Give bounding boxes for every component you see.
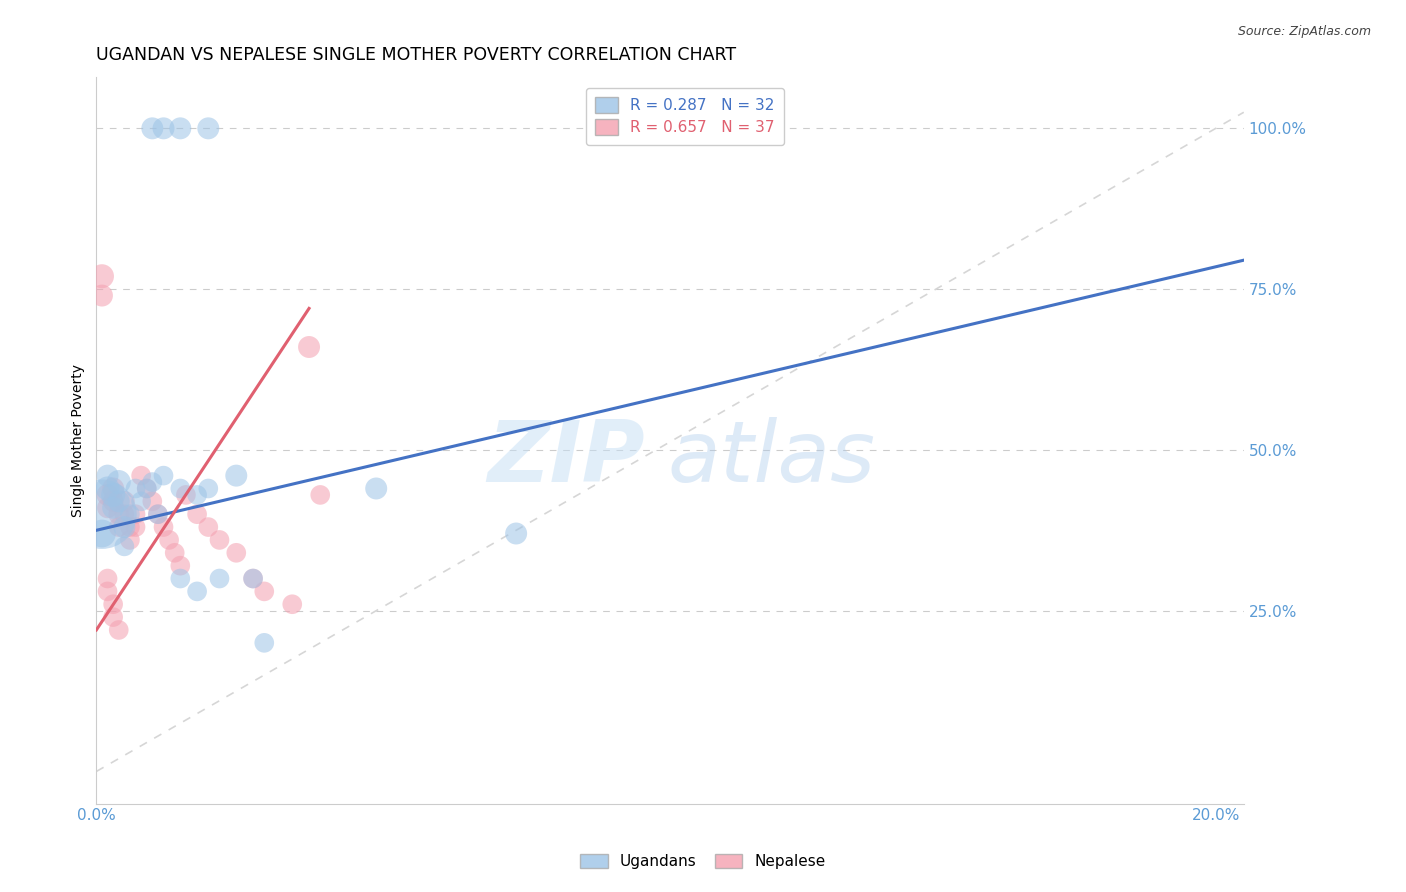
Point: [96, 500, 118, 515]
Point: [225, 546, 247, 560]
Point: [253, 636, 276, 650]
Point: [152, 520, 174, 534]
Point: [253, 584, 276, 599]
Point: [107, 520, 129, 534]
Point: [91, 526, 114, 541]
Point: [112, 507, 135, 521]
Point: [242, 572, 264, 586]
Point: [186, 507, 208, 521]
Point: [124, 482, 146, 496]
Point: [208, 572, 231, 586]
Point: [135, 482, 157, 496]
Point: [169, 558, 191, 573]
Point: [225, 468, 247, 483]
Point: [298, 340, 321, 354]
Point: [112, 520, 135, 534]
Point: [96, 482, 118, 496]
Point: [146, 507, 169, 521]
Point: [163, 546, 186, 560]
Point: [152, 468, 174, 483]
Point: [208, 533, 231, 547]
Point: [96, 584, 118, 599]
Point: [135, 482, 157, 496]
Point: [118, 520, 141, 534]
Point: [505, 526, 527, 541]
Point: [141, 494, 163, 508]
Point: [141, 475, 163, 489]
Point: [96, 468, 118, 483]
Point: [91, 269, 114, 284]
Point: [107, 494, 129, 508]
Text: atlas: atlas: [668, 417, 876, 500]
Point: [112, 540, 135, 554]
Point: [101, 494, 124, 508]
Point: [107, 475, 129, 489]
Point: [101, 597, 124, 611]
Point: [101, 488, 124, 502]
Point: [91, 288, 114, 302]
Point: [91, 507, 114, 521]
Point: [197, 482, 219, 496]
Legend: R = 0.287   N = 32, R = 0.657   N = 37: R = 0.287 N = 32, R = 0.657 N = 37: [586, 88, 785, 145]
Point: [366, 482, 388, 496]
Point: [118, 533, 141, 547]
Text: ZIP: ZIP: [488, 417, 645, 500]
Point: [129, 468, 152, 483]
Y-axis label: Single Mother Poverty: Single Mother Poverty: [72, 364, 86, 516]
Point: [124, 520, 146, 534]
Point: [141, 121, 163, 136]
Point: [309, 488, 332, 502]
Point: [186, 584, 208, 599]
Point: [186, 488, 208, 502]
Legend: Ugandans, Nepalese: Ugandans, Nepalese: [574, 847, 832, 875]
Point: [124, 507, 146, 521]
Point: [152, 121, 174, 136]
Point: [169, 482, 191, 496]
Point: [107, 623, 129, 637]
Point: [242, 572, 264, 586]
Point: [281, 597, 304, 611]
Point: [129, 494, 152, 508]
Point: [96, 488, 118, 502]
Point: [157, 533, 180, 547]
Point: [101, 500, 124, 515]
Point: [146, 507, 169, 521]
Point: [169, 572, 191, 586]
Point: [174, 488, 197, 502]
Point: [96, 572, 118, 586]
Point: [197, 121, 219, 136]
Point: [197, 520, 219, 534]
Point: [112, 494, 135, 508]
Text: Source: ZipAtlas.com: Source: ZipAtlas.com: [1237, 25, 1371, 38]
Point: [107, 507, 129, 521]
Point: [101, 482, 124, 496]
Point: [118, 507, 141, 521]
Point: [169, 121, 191, 136]
Point: [101, 610, 124, 624]
Text: UGANDAN VS NEPALESE SINGLE MOTHER POVERTY CORRELATION CHART: UGANDAN VS NEPALESE SINGLE MOTHER POVERT…: [97, 46, 737, 64]
